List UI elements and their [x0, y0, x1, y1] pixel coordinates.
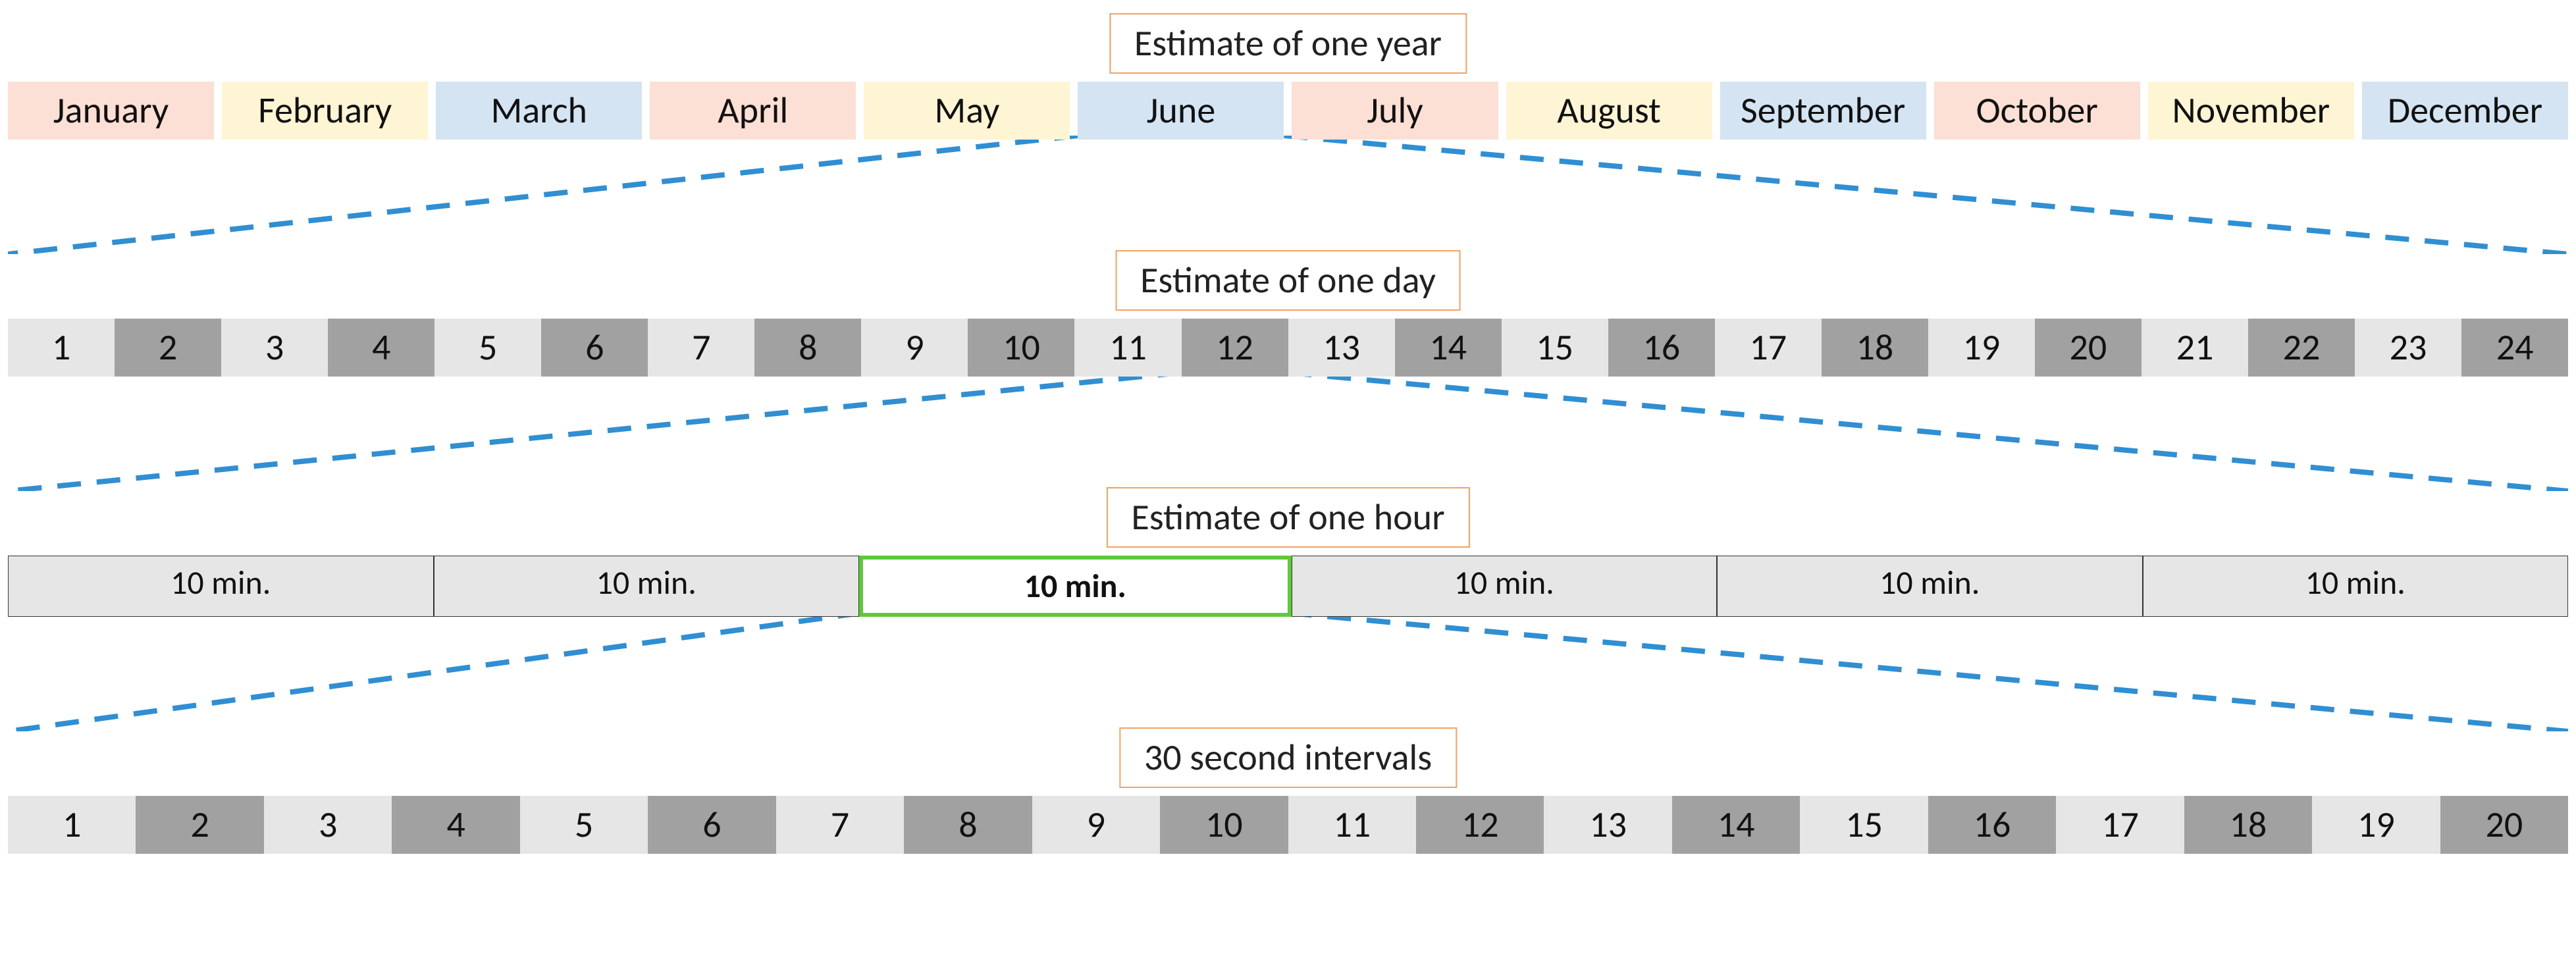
hour-cell: 14 [1395, 319, 1502, 377]
interval-cell: 15 [1800, 796, 1928, 854]
hour-cell: 13 [1288, 319, 1395, 377]
time-zoom-diagram: Estimate of one year JanuaryFebruaryMarc… [8, 13, 2568, 854]
hour-cell: 18 [1822, 319, 1928, 377]
interval-cell: 7 [776, 796, 904, 854]
month-cell: August [1506, 82, 1712, 140]
tenmin-cell-highlight: 10 min. [859, 556, 1292, 617]
tenmin-cell: 10 min. [8, 556, 434, 617]
hour-cell: 22 [2248, 319, 2355, 377]
intervals-row: 1234567891011121314151617181920 [8, 796, 2568, 854]
title-hour: Estimate of one hour [1106, 487, 1469, 548]
connector-year-day [8, 136, 2568, 254]
interval-cell: 1 [8, 796, 136, 854]
month-cell: October [1934, 82, 2140, 140]
tenmin-row: 10 min.10 min.10 min.10 min.10 min.10 mi… [8, 556, 2568, 617]
hour-cell: 6 [541, 319, 648, 377]
hour-cell: 11 [1074, 319, 1181, 377]
interval-cell: 4 [392, 796, 519, 854]
tenmin-cell: 10 min. [1717, 556, 2143, 617]
title-day: Estimate of one day [1115, 250, 1461, 311]
interval-cell: 17 [2056, 796, 2184, 854]
month-cell: January [8, 82, 214, 140]
hour-cell: 16 [1608, 319, 1715, 377]
interval-cell: 11 [1288, 796, 1416, 854]
hour-cell: 5 [434, 319, 541, 377]
hour-cell: 4 [328, 319, 434, 377]
month-cell: September [1720, 82, 1926, 140]
tenmin-cell: 10 min. [2143, 556, 2569, 617]
interval-cell: 18 [2184, 796, 2312, 854]
interval-cell: 5 [520, 796, 648, 854]
interval-cell: 6 [648, 796, 775, 854]
month-cell: November [2148, 82, 2354, 140]
month-cell: June [1078, 82, 1284, 140]
hour-cell: 23 [2355, 319, 2461, 377]
interval-cell: 9 [1032, 796, 1160, 854]
tenmin-cell: 10 min. [1292, 556, 1718, 617]
hour-cell: 15 [1502, 319, 1608, 377]
month-cell: March [436, 82, 642, 140]
hour-cell: 24 [2461, 319, 2568, 377]
interval-cell: 14 [1672, 796, 1800, 854]
hour-cell: 9 [861, 319, 968, 377]
hour-cell: 7 [648, 319, 754, 377]
hour-cell: 20 [2035, 319, 2142, 377]
interval-cell: 19 [2312, 796, 2440, 854]
hour-cell: 1 [8, 319, 115, 377]
interval-cell: 8 [904, 796, 1032, 854]
interval-cell: 3 [264, 796, 392, 854]
hours-row: 123456789101112131415161718192021222324 [8, 319, 2568, 377]
title-year: Estimate of one year [1109, 13, 1467, 74]
interval-cell: 12 [1416, 796, 1544, 854]
month-cell: May [864, 82, 1070, 140]
interval-cell: 20 [2440, 796, 2568, 854]
hour-cell: 2 [115, 319, 221, 377]
interval-cell: 16 [1928, 796, 2056, 854]
hour-cell: 19 [1928, 319, 2035, 377]
hour-cell: 12 [1182, 319, 1288, 377]
tenmin-cell: 10 min. [434, 556, 860, 617]
connector-day-hour [8, 373, 2568, 491]
connector-hour-intervals [8, 613, 2568, 731]
month-cell: February [222, 82, 428, 140]
hour-cell: 17 [1715, 319, 1822, 377]
hour-cell: 3 [221, 319, 328, 377]
month-cell: July [1292, 82, 1498, 140]
interval-cell: 2 [136, 796, 263, 854]
month-cell: December [2362, 82, 2568, 140]
month-cell: April [650, 82, 856, 140]
interval-cell: 13 [1544, 796, 1671, 854]
hour-cell: 10 [968, 319, 1074, 377]
months-row: JanuaryFebruaryMarchAprilMayJuneJulyAugu… [8, 82, 2568, 140]
hour-cell: 8 [754, 319, 861, 377]
interval-cell: 10 [1160, 796, 1288, 854]
title-intervals: 30 second intervals [1119, 727, 1457, 788]
hour-cell: 21 [2142, 319, 2248, 377]
